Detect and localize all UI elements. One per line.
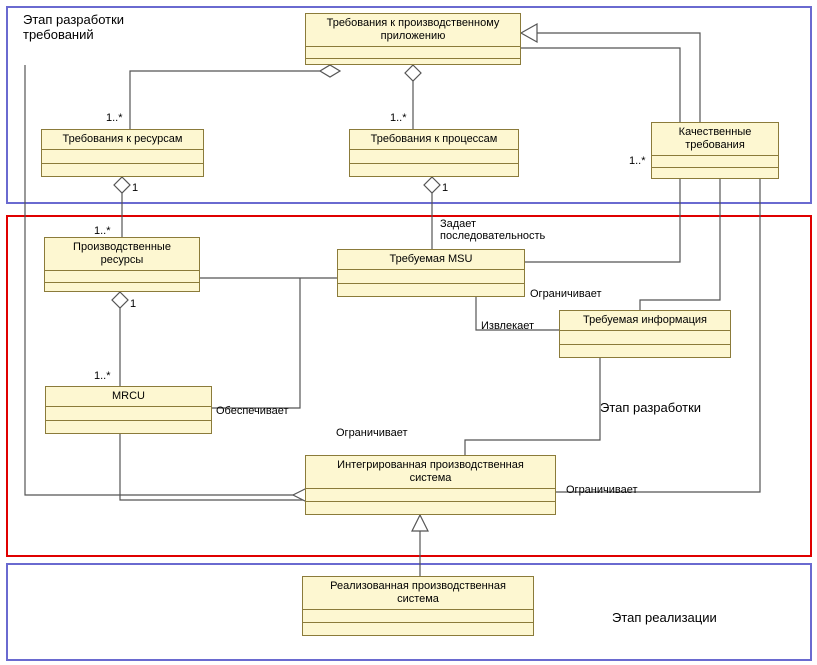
- class-resource-req: Требования к ресурсам: [41, 129, 204, 177]
- class-req-info: Требуемая информация: [559, 310, 731, 358]
- class-title: Требования к процессам: [350, 130, 518, 150]
- multiplicity-label: 1: [132, 182, 138, 194]
- stage-label-top: Этап разработкитребований: [23, 12, 124, 42]
- multiplicity-label: 1..*: [94, 370, 111, 382]
- class-title: MRCU: [46, 387, 211, 407]
- class-integrated-sys: Интегрированная производственнаясистема: [305, 455, 556, 515]
- class-title: Требуемая информация: [560, 311, 730, 331]
- class-title: Требуемая MSU: [338, 250, 524, 270]
- stage-label-bottom: Этап реализации: [612, 610, 717, 625]
- class-mrcu: MRCU: [45, 386, 212, 434]
- stage-label-middle: Этап разработки: [600, 400, 701, 415]
- class-title: Реализованная производственнаясистема: [303, 577, 533, 610]
- class-prod-resources: Производственныересурсы: [44, 237, 200, 292]
- class-title: Требования к ресурсам: [42, 130, 203, 150]
- multiplicity-label: 1..*: [106, 112, 123, 124]
- class-title: Качественныетребования: [652, 123, 778, 156]
- class-process-req: Требования к процессам: [349, 129, 519, 177]
- class-title: Производственныересурсы: [45, 238, 199, 271]
- class-title: Интегрированная производственнаясистема: [306, 456, 555, 489]
- multiplicity-label: 1..*: [629, 155, 646, 167]
- multiplicity-label: 1: [442, 182, 448, 194]
- class-req-msu: Требуемая MSU: [337, 249, 525, 297]
- multiplicity-label: 1..*: [94, 225, 111, 237]
- edge-label-extracts: Извлекает: [481, 320, 534, 332]
- class-prod-app-req: Требования к производственномуприложению: [305, 13, 521, 65]
- class-realized-sys: Реализованная производственнаясистема: [302, 576, 534, 636]
- multiplicity-label: 1: [130, 298, 136, 310]
- edge-label-constrains: Ограничивает: [566, 484, 638, 496]
- class-quality-req: Качественныетребования: [651, 122, 779, 179]
- edge-label-sequence: Задаетпоследовательность: [440, 218, 545, 242]
- edge-label-provides: Обеспечивает: [216, 405, 289, 417]
- class-title: Требования к производственномуприложению: [306, 14, 520, 47]
- edge-label-constrains: Ограничивает: [530, 288, 602, 300]
- multiplicity-label: 1..*: [390, 112, 407, 124]
- edge-label-constrains: Ограничивает: [336, 427, 408, 439]
